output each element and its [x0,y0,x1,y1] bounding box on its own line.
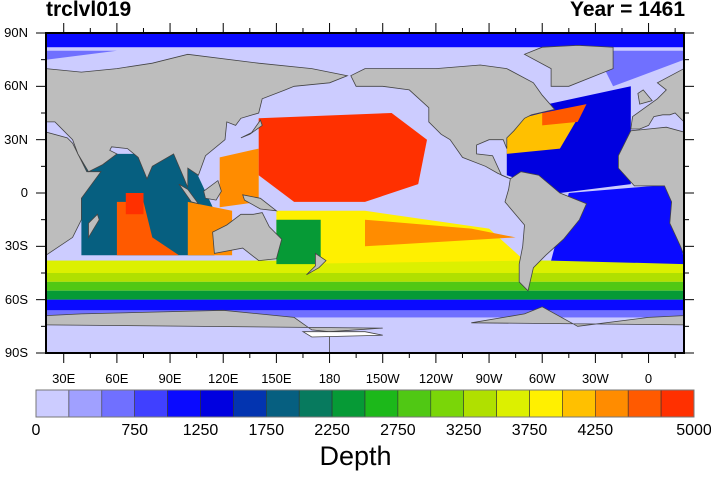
colorbar-box [200,389,234,418]
landmass-japan [240,119,263,139]
colorbar-box [430,389,464,418]
colorbar-label: 2250 [314,422,350,439]
colorbar-title: Depth [319,441,392,471]
landmass-eurasia [630,68,684,130]
landmass-antarctica [471,306,684,327]
nordic-seas [595,50,684,87]
colorbar-label: 5000 [676,422,711,439]
landmass-borneo [203,179,222,201]
lat-label: 30N [4,131,28,147]
arctic-band [46,33,684,48]
colorbar-label: 2750 [380,422,416,439]
lon-label: 120E [208,371,239,386]
lon-label: 90W [475,371,503,386]
lon-label: 150W [365,371,400,386]
colorbar-box [463,389,497,418]
ice-shelf [301,331,383,338]
west-pacific-patch [219,148,259,208]
north-pacific-red [258,113,427,202]
colorbar-box [134,389,168,418]
colorbar-box [101,389,136,418]
colorbar-frame [35,389,695,418]
colorbar-label: 750 [121,422,149,439]
colorbar-label: 0 [31,422,41,439]
axis-ticks [36,23,694,363]
colorbar-box [562,389,596,418]
colorbar-label: 4250 [577,422,614,439]
lat-label: 0 [20,185,28,200]
southern-band-4 [46,290,684,300]
colorbar [35,389,695,418]
lon-label: 90E [158,371,182,386]
colorbar-label: 1750 [248,422,285,439]
indian-ocean-patch [116,201,179,256]
indian-ocean-red [125,193,144,215]
landmass-australia [212,212,283,262]
colorbar-box [68,389,103,418]
colorbar-box [594,389,629,418]
land-mask [46,44,684,353]
lon-label: 120W [418,371,453,386]
landmass-eurasia [46,53,349,188]
lat-label: 90S [4,345,28,360]
landmass-madagascar [88,213,100,239]
landmass-southamerica [504,171,588,292]
south-pacific-orange [365,219,516,247]
lon-label: 60E [105,371,129,386]
nordic-seas [46,50,117,60]
southern-band-6 [46,310,684,318]
landmass-newzealand [306,252,327,276]
colorbar-box [660,389,695,418]
colorbar-label: 1250 [182,422,219,439]
colorbar-box [331,389,366,418]
colorbar-box [529,389,563,418]
lat-label: 90N [4,25,28,40]
colorbar-box [627,389,662,418]
landmass-africa [618,126,684,256]
landmass-greenland [523,44,614,87]
colorbar-box [265,389,300,418]
landmass-northamerica [350,64,556,180]
lon-label: 0 [644,371,653,386]
gulf-stream-red [542,104,587,126]
landmass-africa [46,131,102,256]
colorbar-label: 3750 [511,422,548,439]
landmass-uk [637,89,653,105]
colorbar-label: 3250 [445,422,482,439]
lon-label: 30E [52,371,76,386]
tasman-green [276,219,321,265]
landmass-sumatra [178,183,200,205]
lon-label: 180 [318,371,341,386]
plot-title-variable: trclvl019 [46,0,132,21]
lat-label: 60S [4,291,28,307]
plot-title-year: Year = 1461 [569,0,685,21]
colorbar-box [496,389,530,418]
colorbar-box [397,389,432,418]
colorbar-box [364,389,399,418]
colorbar-box [167,389,201,418]
landmass-newguinea [242,194,278,212]
lat-label: 60N [4,78,28,94]
indian-ocean-region [81,153,215,256]
lon-label: 60W [528,371,556,386]
colorbar-box [233,389,267,418]
southern-band-3 [46,281,684,291]
southern-band-2 [46,273,684,282]
lon-label: 150E [261,371,292,386]
lon-label: 30W [582,371,609,386]
landmass-antarctica [46,309,383,353]
colorbar-box [298,389,333,418]
southern-band-5 [46,299,684,311]
lat-label: 30S [4,238,28,254]
colorbar-box [35,389,70,418]
